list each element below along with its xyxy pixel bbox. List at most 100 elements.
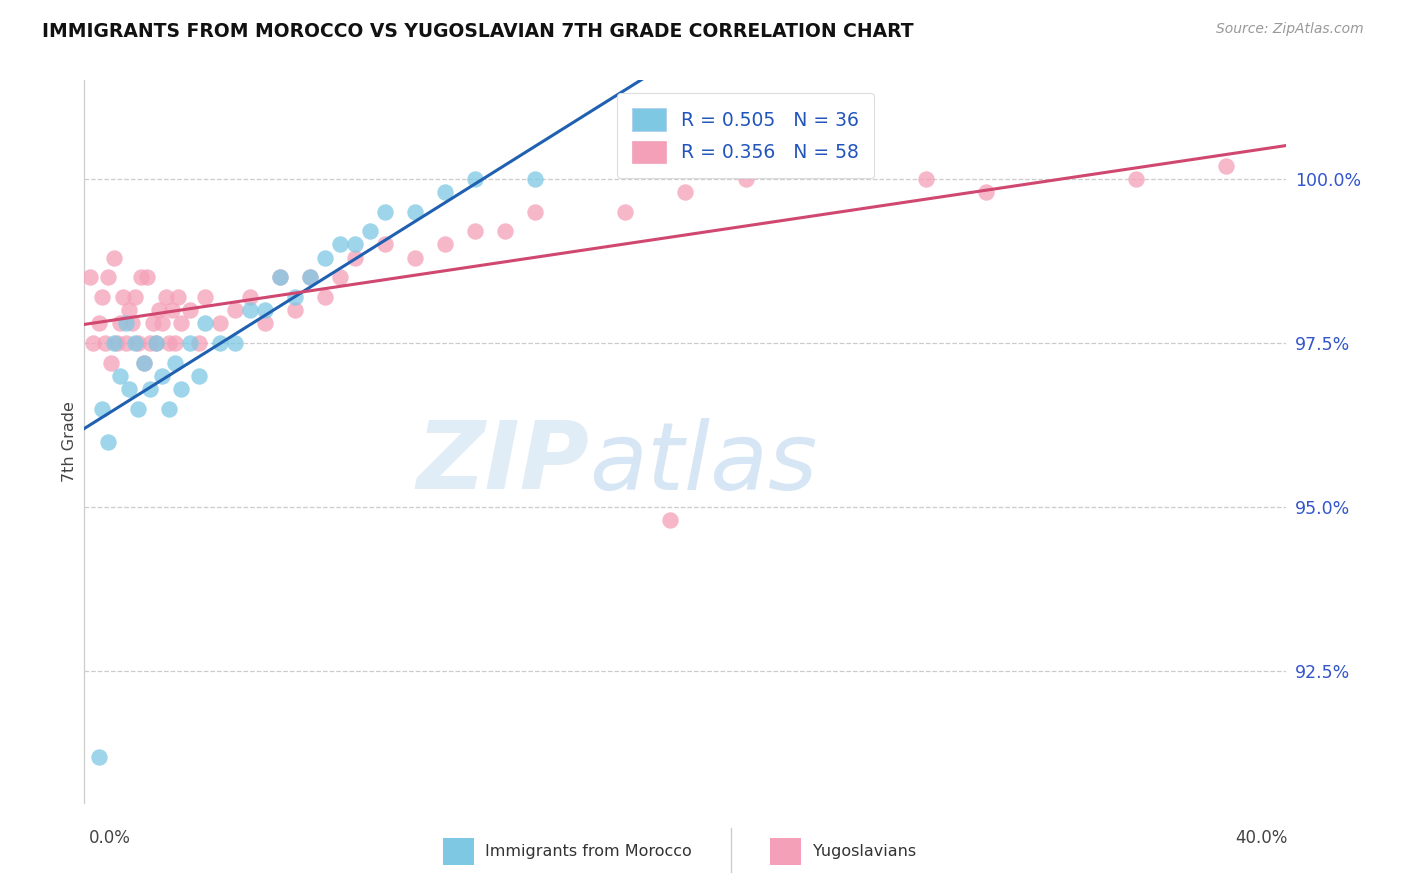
Point xyxy=(142,316,165,330)
Point xyxy=(614,159,637,173)
Point xyxy=(91,290,114,304)
Point xyxy=(524,171,547,186)
Point xyxy=(253,316,276,330)
Point xyxy=(89,749,111,764)
Point xyxy=(734,171,756,186)
Point xyxy=(110,316,132,330)
Point xyxy=(224,303,246,318)
Text: Immigrants from Morocco: Immigrants from Morocco xyxy=(485,845,692,859)
Point xyxy=(974,185,997,199)
Point xyxy=(359,224,381,238)
Point xyxy=(374,237,396,252)
Point xyxy=(284,290,307,304)
Point xyxy=(134,356,156,370)
Bar xyxy=(770,838,801,865)
Point xyxy=(253,303,276,318)
Point xyxy=(915,171,938,186)
Point xyxy=(269,270,291,285)
Point xyxy=(675,185,697,199)
Point xyxy=(343,237,366,252)
Point xyxy=(152,316,174,330)
Point xyxy=(1215,159,1237,173)
Point xyxy=(79,270,101,285)
Point xyxy=(97,270,120,285)
Point xyxy=(224,336,246,351)
Point xyxy=(194,290,217,304)
Point xyxy=(127,336,149,351)
Point xyxy=(169,316,191,330)
Point xyxy=(145,336,167,351)
Point xyxy=(148,303,170,318)
Point xyxy=(208,316,231,330)
Text: ZIP: ZIP xyxy=(416,417,589,509)
Point xyxy=(136,270,159,285)
Point xyxy=(464,171,486,186)
Point xyxy=(284,303,307,318)
Point xyxy=(434,185,457,199)
Point xyxy=(115,336,138,351)
Text: 0.0%: 0.0% xyxy=(89,829,131,847)
Point xyxy=(239,303,262,318)
Point xyxy=(329,237,352,252)
Point xyxy=(157,401,180,416)
Point xyxy=(124,290,146,304)
Legend: R = 0.505   N = 36, R = 0.356   N = 58: R = 0.505 N = 36, R = 0.356 N = 58 xyxy=(617,94,875,178)
Point xyxy=(166,290,188,304)
Point xyxy=(298,270,321,285)
Point xyxy=(179,336,201,351)
Point xyxy=(404,251,426,265)
Text: atlas: atlas xyxy=(589,417,817,508)
Point xyxy=(103,251,125,265)
Point xyxy=(112,290,135,304)
Point xyxy=(157,336,180,351)
Point xyxy=(160,303,183,318)
Point xyxy=(343,251,366,265)
Point xyxy=(464,224,486,238)
Point xyxy=(314,251,336,265)
Point xyxy=(82,336,104,351)
Point xyxy=(269,270,291,285)
Point xyxy=(127,401,149,416)
Point xyxy=(194,316,217,330)
Text: Source: ZipAtlas.com: Source: ZipAtlas.com xyxy=(1216,22,1364,37)
Point xyxy=(374,204,396,219)
Point xyxy=(118,382,141,396)
Point xyxy=(314,290,336,304)
Point xyxy=(91,401,114,416)
Point xyxy=(97,434,120,449)
Point xyxy=(163,336,186,351)
Point xyxy=(404,204,426,219)
Point xyxy=(103,336,125,351)
Point xyxy=(614,204,637,219)
Point xyxy=(118,303,141,318)
Point xyxy=(152,368,174,383)
Point xyxy=(100,356,122,370)
Point xyxy=(187,336,209,351)
Point xyxy=(124,336,146,351)
Point xyxy=(524,204,547,219)
Point xyxy=(329,270,352,285)
Point xyxy=(115,316,138,330)
Point xyxy=(121,316,143,330)
Point xyxy=(179,303,201,318)
Point xyxy=(94,336,117,351)
Point xyxy=(155,290,177,304)
Point xyxy=(169,382,191,396)
Point xyxy=(134,356,156,370)
Text: IMMIGRANTS FROM MOROCCO VS YUGOSLAVIAN 7TH GRADE CORRELATION CHART: IMMIGRANTS FROM MOROCCO VS YUGOSLAVIAN 7… xyxy=(42,22,914,41)
Point xyxy=(434,237,457,252)
Point xyxy=(494,224,516,238)
Point xyxy=(163,356,186,370)
Point xyxy=(139,336,162,351)
Point xyxy=(824,159,846,173)
Bar xyxy=(443,838,474,865)
Point xyxy=(89,316,111,330)
Point xyxy=(107,336,129,351)
Point xyxy=(131,270,153,285)
Point xyxy=(1125,171,1147,186)
Text: 40.0%: 40.0% xyxy=(1236,829,1288,847)
Point xyxy=(139,382,162,396)
Y-axis label: 7th Grade: 7th Grade xyxy=(62,401,77,482)
Point xyxy=(208,336,231,351)
Point xyxy=(659,513,682,527)
